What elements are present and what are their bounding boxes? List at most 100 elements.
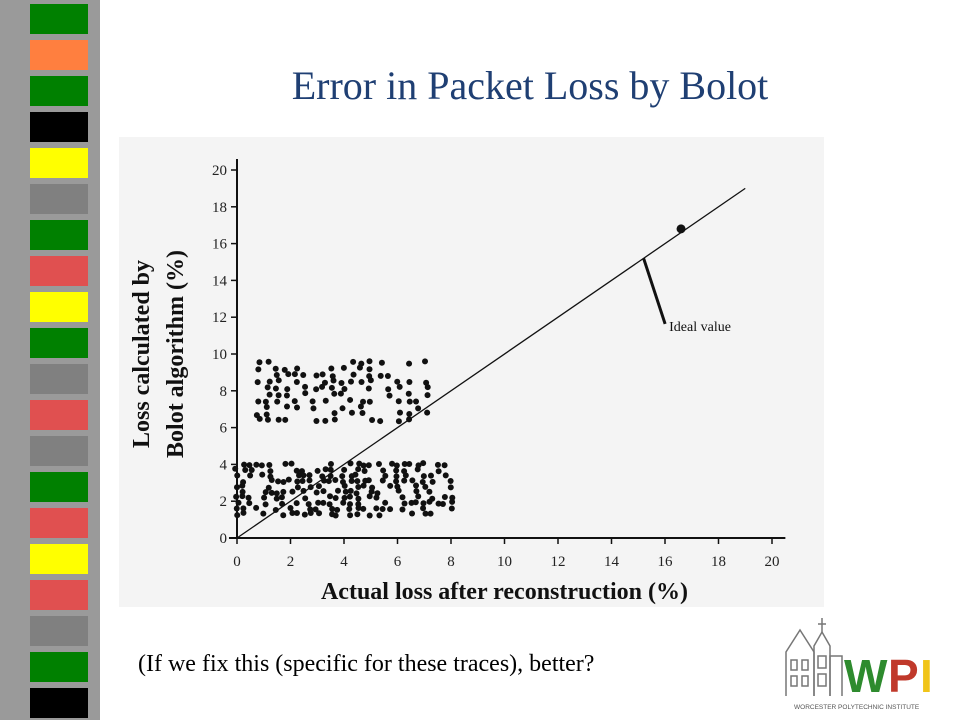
data-point [387, 506, 394, 513]
stripe-segment [30, 544, 88, 574]
data-point [327, 466, 334, 473]
data-point [348, 409, 355, 416]
data-point [355, 501, 362, 508]
data-point [315, 483, 322, 490]
data-point [319, 371, 326, 378]
data-point [352, 471, 359, 478]
data-point [447, 484, 454, 491]
data-point [339, 405, 346, 412]
data-point [314, 467, 321, 474]
data-point [313, 489, 320, 496]
data-point [346, 501, 353, 508]
data-point [239, 493, 246, 500]
data-point [341, 466, 348, 473]
scatter-chart: 0 2 4 6 8 10 12 14 16 18 20 0 2 4 6 8 10 12 14 16 18 20 Ideal… [119, 137, 824, 607]
data-point [429, 495, 436, 502]
stripe-segment [30, 112, 88, 142]
x-tick-label: 2 [287, 554, 295, 570]
data-point [374, 490, 381, 497]
data-point [331, 390, 338, 397]
data-point [289, 488, 296, 495]
slide-title: Error in Packet Loss by Bolot [291, 63, 769, 108]
data-point [439, 501, 446, 508]
data-point [339, 473, 346, 480]
data-point [365, 385, 372, 392]
data-point [259, 471, 266, 478]
data-point [385, 386, 392, 393]
data-point [329, 505, 336, 512]
x-tick-label: 16 [658, 554, 674, 570]
annotation-label: Ideal value [669, 320, 731, 335]
data-point [294, 484, 301, 491]
data-point [341, 386, 348, 393]
data-point [424, 392, 431, 399]
y-tick-label: 18 [212, 200, 227, 216]
data-point [355, 466, 362, 473]
data-point [240, 509, 247, 516]
data-point [347, 378, 354, 385]
data-point [420, 473, 427, 480]
data-point [265, 484, 272, 491]
data-point [287, 505, 294, 512]
data-point [382, 472, 389, 479]
data-point [302, 390, 309, 397]
data-point [267, 468, 274, 475]
data-point [302, 495, 309, 502]
y-tick-label: 14 [212, 273, 228, 289]
data-point [291, 398, 298, 405]
data-point [266, 461, 273, 468]
data-point [409, 477, 416, 484]
data-point [302, 383, 309, 390]
data-point [275, 377, 282, 384]
logo-subtitle: WORCESTER POLYTECHNIC INSTITUTE [794, 704, 920, 711]
data-point [266, 391, 273, 398]
data-point [369, 484, 376, 491]
data-point [377, 372, 384, 379]
data-point [355, 495, 362, 502]
x-tick-label: 18 [711, 554, 726, 570]
data-point [350, 371, 357, 378]
data-point [275, 392, 282, 399]
data-point [285, 476, 292, 483]
x-tick-label: 10 [497, 554, 512, 570]
data-point [232, 465, 239, 472]
data-point [248, 467, 255, 474]
data-point [262, 398, 269, 405]
data-point [262, 489, 269, 496]
data-point [401, 477, 408, 484]
data-point [394, 483, 401, 490]
data-point [273, 495, 280, 502]
data-point [413, 398, 420, 405]
data-point [332, 495, 339, 502]
data-point [415, 405, 422, 412]
data-point [413, 482, 420, 489]
data-point [387, 482, 394, 489]
stripe-segment [30, 292, 88, 322]
data-point [273, 490, 280, 497]
data-point [285, 371, 292, 378]
data-point [401, 468, 408, 475]
data-point [357, 403, 364, 410]
y-axis-label-line: Loss calculated by [129, 260, 155, 448]
data-point [427, 510, 434, 517]
data-point [379, 506, 386, 513]
y-tick-label: 12 [212, 310, 227, 326]
data-point [310, 405, 317, 412]
data-point [384, 372, 391, 379]
y-tick-label: 0 [220, 531, 228, 547]
logo-letter-i: I [920, 650, 933, 702]
footnote-question: (If we fix this (specific for these trac… [138, 651, 595, 677]
data-point [306, 472, 313, 479]
data-point [355, 483, 362, 490]
data-point [264, 384, 271, 391]
data-point [284, 403, 291, 410]
stripe-segment [30, 508, 88, 538]
data-point [405, 390, 412, 397]
data-point [300, 371, 307, 378]
data-point [348, 478, 355, 485]
data-point [406, 360, 413, 367]
data-point [282, 416, 289, 423]
data-point [435, 468, 442, 475]
data-point [272, 385, 279, 392]
data-point [401, 500, 408, 507]
